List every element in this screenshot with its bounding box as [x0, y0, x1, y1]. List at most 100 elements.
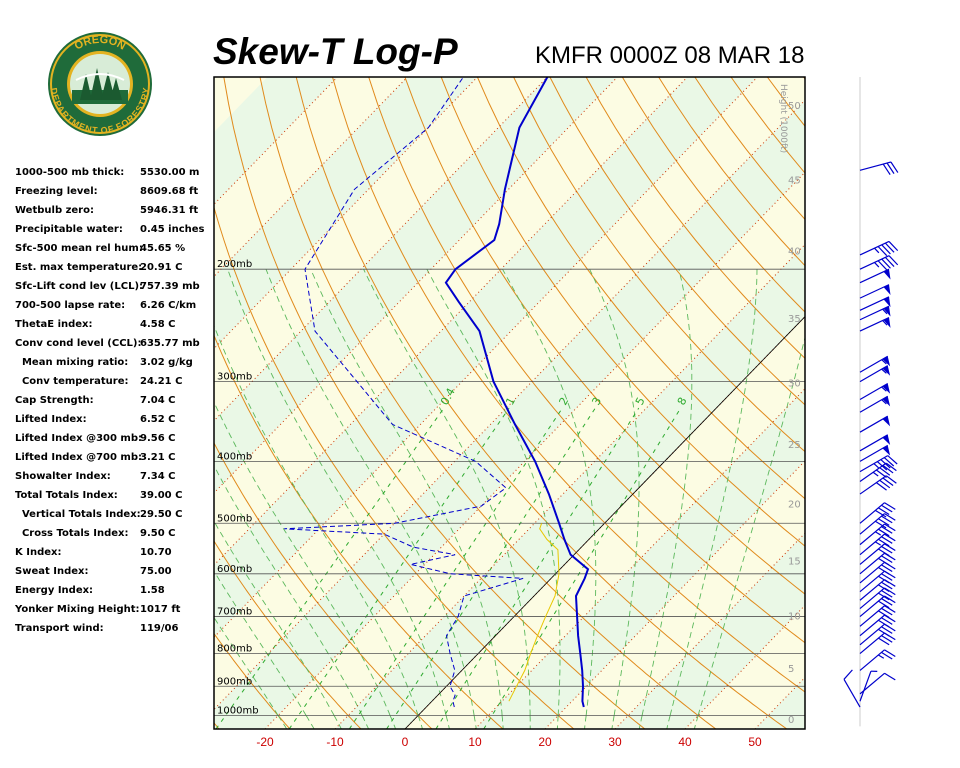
wind-barb-full — [884, 672, 896, 681]
mountain-icon — [75, 73, 125, 81]
wind-barb-staff — [859, 513, 885, 535]
wind-barb-staff — [859, 444, 889, 462]
wind-barb-half — [870, 670, 878, 672]
wind-barb-pennant — [882, 365, 891, 376]
wind-barb-full — [878, 566, 890, 575]
wind-barb-pennant — [883, 284, 891, 295]
moist-adiabat-line — [277, 715, 288, 729]
index-value: 0.45 inches — [140, 224, 205, 235]
dry-adiabat-line — [0, 77, 148, 729]
index-label: Conv temperature: — [15, 376, 129, 387]
index-label: Energy Index: — [15, 585, 94, 596]
wind-barb-half — [882, 320, 888, 326]
forestry-seal: OREGON DEPARTMENT OF FORESTRY — [48, 32, 152, 136]
wind-barb — [859, 383, 891, 401]
wind-barb-staff — [859, 383, 889, 401]
moist-adiabat-line — [584, 715, 587, 729]
wind-barb-full — [878, 610, 890, 619]
index-value: 9.56 C — [140, 433, 176, 444]
dry-adiabat-line — [513, 77, 805, 453]
wind-barb-staff — [859, 595, 885, 618]
wind-barb-full — [878, 528, 890, 537]
wind-barb-staff — [859, 161, 892, 171]
mixing-ratio-line — [386, 407, 596, 729]
wind-barb-staff — [859, 455, 889, 473]
dry-adiabat-line — [404, 77, 805, 595]
wind-barb-full — [882, 163, 891, 175]
wind-barb-staff — [843, 679, 861, 708]
wind-barb — [859, 415, 891, 433]
moist-adiabat-line — [669, 269, 758, 716]
wind-barb-full — [884, 523, 896, 532]
wind-barb-staff — [859, 317, 890, 332]
parcel-trace-line — [508, 523, 560, 702]
dry-adiabat-line — [214, 722, 220, 729]
wind-barb-staff — [859, 268, 890, 284]
wind-barb-full — [875, 520, 887, 529]
x-tick-label: 20 — [538, 735, 552, 749]
wind-barb-full — [876, 461, 888, 471]
wind-barb-full — [884, 256, 895, 267]
plot-area: 200mb 300mb 400mb 500mb 600mb 700mb 800mb 900mb… — [0, 77, 960, 729]
wind-barb-pennant — [882, 445, 891, 456]
index-label: Showalter Index: — [15, 471, 111, 482]
wind-barb-staff — [859, 523, 885, 546]
index-value: 20.91 C — [140, 262, 183, 273]
wind-barb-full — [877, 246, 888, 257]
isotherm-guide-line — [214, 77, 478, 350]
wind-barb-full — [878, 584, 890, 592]
plot-frame — [213, 76, 806, 730]
trees-icon — [80, 68, 122, 100]
isotherm-guides — [214, 77, 960, 729]
dry-adiabat-line — [585, 77, 805, 360]
index-label: Cap Strength: — [15, 395, 94, 406]
isotherm-guide-line — [214, 77, 408, 278]
wind-barb-staff — [859, 672, 885, 695]
wind-barb-pennant — [882, 416, 891, 427]
wind-barb-full — [878, 600, 890, 609]
wind-barb-full — [881, 258, 891, 269]
index-label: Total Totals Index: — [15, 490, 118, 501]
moist-adiabat-line — [445, 715, 450, 729]
wind-barb-full — [884, 649, 896, 657]
wind-barb-full — [879, 467, 891, 476]
moist-adiabat-line — [305, 715, 315, 729]
wind-barb-full — [887, 455, 898, 465]
dry-adiabat-line — [214, 540, 362, 729]
wind-barb-full — [875, 509, 887, 518]
dry-adiabat-line — [549, 77, 805, 406]
isotherm-guide-line — [214, 77, 758, 638]
height-tick-label: 25 — [788, 440, 801, 451]
mixing-ratio-line — [348, 407, 563, 729]
index-value: 8609.68 ft — [140, 186, 199, 197]
wind-barb-pennant — [883, 269, 891, 280]
index-label: Freezing level: — [15, 186, 98, 197]
pressure-label: 300mb — [217, 372, 252, 383]
wind-barb-full — [890, 161, 899, 173]
index-value: 29.50 C — [140, 509, 183, 520]
index-label: Lifted Index: — [15, 414, 87, 425]
wind-barb-full — [881, 515, 893, 524]
wind-barb-full — [876, 482, 887, 491]
dry-adiabat-line — [214, 334, 504, 729]
pressure-lines — [214, 268, 805, 716]
wind-barb — [859, 614, 896, 637]
wind-barb-full — [888, 241, 899, 252]
dry-adiabat-line — [259, 77, 717, 729]
isotherm-guide-line — [825, 77, 960, 729]
height-tick-label: 30 — [788, 378, 801, 389]
index-label: Sfc-500 mean rel hum: — [15, 243, 143, 254]
wind-barb-full — [888, 255, 899, 266]
wind-barb — [859, 543, 896, 565]
isotherm-guide-line — [214, 77, 688, 566]
wind-barb-half — [878, 654, 885, 659]
index-value: 75.00 — [140, 566, 172, 577]
wind-barb-full — [881, 545, 893, 554]
wind-barb-full — [876, 469, 887, 478]
wind-barb-half — [872, 471, 879, 477]
height-tick-label: 35 — [788, 314, 801, 325]
wind-barb — [859, 462, 897, 482]
x-tick-label: 40 — [678, 735, 692, 749]
